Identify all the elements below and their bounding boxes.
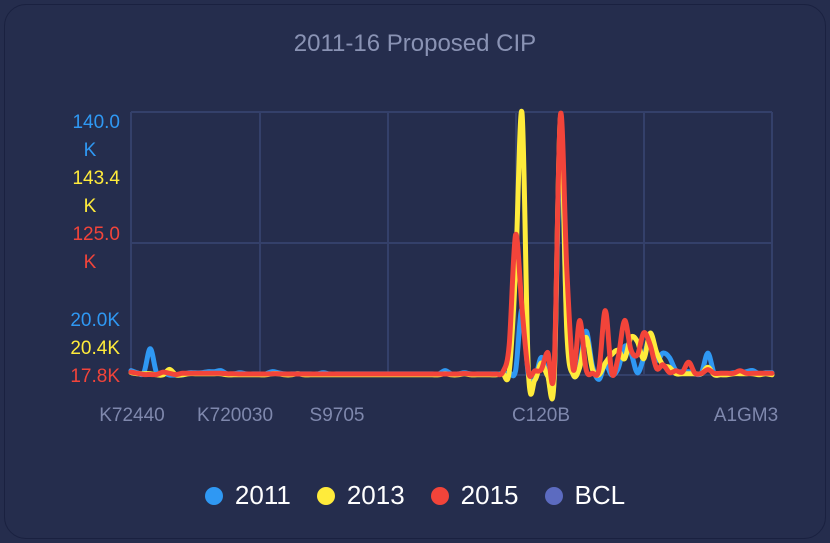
legend-item-2013[interactable]: 2013 [316, 480, 405, 511]
series-layer [128, 108, 775, 402]
y-tick-2011-bottom: 20.0K [70, 310, 120, 331]
y-tick-2013-bottom: 20.4K [70, 338, 120, 359]
legend-item-2011[interactable]: 2011 [204, 480, 291, 511]
chart-legend: 2011 2013 2015 BCL [0, 480, 830, 511]
x-tick-label: C120B [512, 405, 570, 426]
series-line-2011[interactable] [128, 135, 775, 400]
x-tick-label: K720030 [197, 405, 273, 426]
chart-card [4, 4, 826, 539]
x-axis-labels: K72440 K720030 S9705 C120B A1GM3 [99, 405, 778, 426]
y-tick-2013-top: 143.4 [72, 168, 120, 189]
x-tick-label: S9705 [310, 405, 365, 426]
legend-item-bcl[interactable]: BCL [544, 480, 626, 511]
chart-grid [130, 111, 773, 376]
y-tick-2011-top: 140.0 [72, 112, 120, 133]
y-tick-2011-top-unit: K [84, 140, 97, 161]
line-chart: 140.0 K 143.4 K 125.0 K 20.0K 20.4K 17.8… [70, 108, 778, 426]
series-line-2013[interactable] [128, 108, 775, 402]
series-line-2015[interactable] [128, 110, 775, 386]
legend-label: 2011 [234, 480, 291, 510]
legend-dot [204, 486, 223, 505]
y-axis-labels: 140.0 K 143.4 K 125.0 K 20.0K 20.4K 17.8… [70, 112, 120, 387]
x-tick-label: A1GM3 [714, 405, 778, 426]
y-tick-2015-top: 125.0 [72, 224, 120, 245]
legend-dot [430, 486, 449, 505]
y-tick-2013-top-unit: K [84, 196, 97, 217]
x-tick-label: K72440 [99, 405, 165, 426]
legend-dot [544, 486, 563, 505]
y-tick-2015-bottom: 17.8K [70, 366, 120, 387]
legend-label: 2015 [460, 480, 519, 510]
legend-label: BCL [574, 480, 626, 510]
legend-dot [316, 486, 335, 505]
legend-item-2015[interactable]: 2015 [430, 480, 519, 511]
y-tick-2015-top-unit: K [84, 252, 97, 273]
legend-label: 2013 [346, 480, 405, 510]
chart-title: 2011-16 Proposed CIP [293, 30, 537, 57]
